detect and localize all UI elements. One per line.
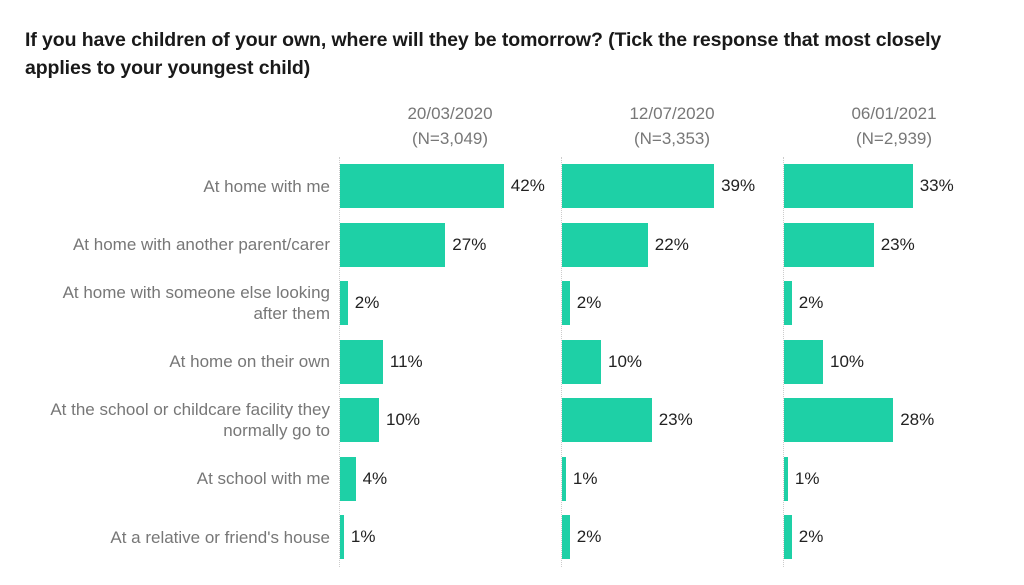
bar: [562, 339, 601, 384]
bar-row: 22%: [562, 216, 783, 275]
bar: [562, 281, 570, 326]
series-header: 12/07/2020 (N=3,353): [561, 100, 783, 157]
bar: [784, 456, 788, 501]
series-bars: 42% 27% 2% 11% 10% 4% 1%: [339, 157, 561, 567]
bar-value-label: 1%: [350, 527, 376, 547]
bar-row: 2%: [562, 508, 783, 567]
bar-value-label: 23%: [880, 234, 915, 254]
bar-row: 4%: [340, 450, 561, 509]
bar-value-label: 10%: [386, 410, 421, 430]
bar: [340, 281, 348, 326]
bar-value-label: 2%: [576, 527, 602, 547]
bar: [562, 456, 566, 501]
bar-row: 1%: [784, 450, 1005, 509]
chart-grid: At home with me At home with another pare…: [0, 100, 1005, 567]
bar: [340, 164, 504, 209]
bar-row: 2%: [340, 274, 561, 333]
series-sample-size: (N=3,353): [633, 129, 711, 148]
series-bars: 39% 22% 2% 10% 23% 1% 2%: [561, 157, 783, 567]
bar-value-label: 28%: [900, 410, 935, 430]
bar-row: 28%: [784, 391, 1005, 450]
bar-row: 23%: [784, 216, 1005, 275]
series-bars: 33% 23% 2% 10% 28% 1% 2%: [783, 157, 1005, 567]
bar-value-label: 1%: [794, 468, 820, 488]
series-header: 20/03/2020 (N=3,049): [339, 100, 561, 157]
bar-value-label: 2%: [576, 293, 602, 313]
bar: [340, 398, 379, 443]
bar-row: 2%: [784, 274, 1005, 333]
bar-value-label: 33%: [919, 176, 954, 196]
category-label: At home with someone else looking after …: [62, 283, 330, 324]
category-label: At a relative or friend's house: [110, 527, 330, 547]
bar-value-label: 4%: [362, 468, 388, 488]
bar-row: 2%: [784, 508, 1005, 567]
bar-row: 27%: [340, 216, 561, 275]
bar-row: 33%: [784, 157, 1005, 216]
series-column: 20/03/2020 (N=3,049) 42% 27% 2% 11% 10% 4% 1%: [339, 100, 561, 567]
series-columns: 20/03/2020 (N=3,049) 42% 27% 2% 11% 10% 4% 1% 12/…: [339, 100, 1005, 567]
category-label: At home on their own: [169, 352, 330, 372]
bar: [562, 222, 648, 267]
bar: [784, 398, 894, 443]
series-column: 12/07/2020 (N=3,353) 39% 22% 2% 10% 23% 1% 2%: [561, 100, 783, 567]
bar-row: 23%: [562, 391, 783, 450]
bar-row: 39%: [562, 157, 783, 216]
bar-value-label: 27%: [452, 234, 487, 254]
bar-value-label: 22%: [654, 234, 689, 254]
series-sample-size: (N=2,939): [855, 129, 933, 148]
series-header: 06/01/2021 (N=2,939): [783, 100, 1005, 157]
bar-value-label: 11%: [389, 351, 423, 371]
bar-value-label: 2%: [798, 293, 824, 313]
bar-row: 1%: [562, 450, 783, 509]
bar-value-label: 10%: [830, 351, 865, 371]
bar-value-label: 2%: [354, 293, 380, 313]
bar-value-label: 42%: [510, 176, 545, 196]
series-date: 06/01/2021: [851, 104, 937, 123]
bar-row: 10%: [784, 333, 1005, 392]
series-sample-size: (N=3,049): [411, 129, 489, 148]
bar: [784, 515, 792, 560]
series-date: 20/03/2020: [407, 104, 493, 123]
bar-value-label: 10%: [608, 351, 643, 371]
bar-row: 10%: [340, 391, 561, 450]
bar: [562, 515, 570, 560]
bar-value-label: 2%: [798, 527, 824, 547]
bar: [784, 164, 913, 209]
bar: [340, 339, 383, 384]
chart-title: If you have children of your own, where …: [25, 29, 942, 79]
bar: [562, 398, 652, 443]
category-labels: At home with me At home with another pare…: [0, 100, 339, 567]
bar: [340, 515, 344, 560]
category-label: At school with me: [196, 469, 330, 489]
bar: [784, 281, 792, 326]
bar-value-label: 1%: [572, 468, 598, 488]
category-label: At home with another parent/carer: [72, 235, 330, 255]
bar: [784, 222, 874, 267]
bar: [784, 339, 823, 384]
bar-value-label: 39%: [721, 176, 756, 196]
bar-row: 2%: [562, 274, 783, 333]
bar: [340, 222, 446, 267]
bar-row: 42%: [340, 157, 561, 216]
bar-row: 10%: [562, 333, 783, 392]
series-column: 06/01/2021 (N=2,939) 33% 23% 2% 10% 28% 1% 2%: [783, 100, 1005, 567]
bar: [562, 164, 715, 209]
bar-row: 11%: [340, 333, 561, 392]
bar: [340, 456, 356, 501]
bar-row: 1%: [340, 508, 561, 567]
category-label: At home with me: [203, 176, 330, 196]
category-label: At the school or childcare facility they…: [50, 400, 330, 441]
bar-value-label: 23%: [658, 410, 693, 430]
series-date: 12/07/2020: [629, 104, 715, 123]
